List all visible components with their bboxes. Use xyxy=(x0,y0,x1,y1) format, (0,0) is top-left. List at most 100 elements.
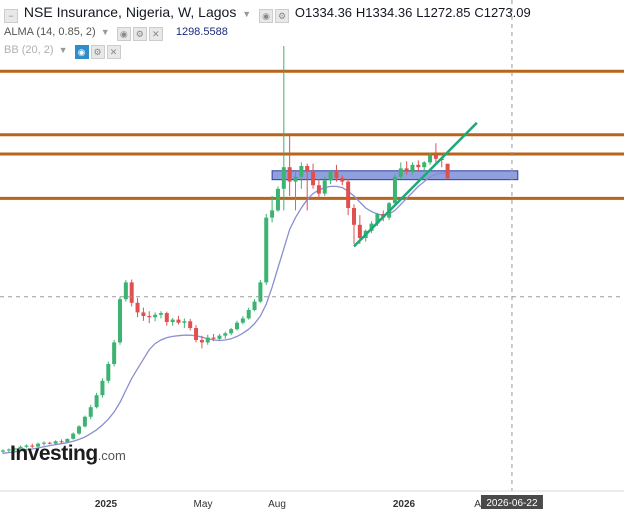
candle-body xyxy=(170,319,175,322)
candle xyxy=(118,296,122,345)
candle xyxy=(275,186,280,212)
time-axis: 2025MayAug2026Apr2026-06-22 xyxy=(0,490,624,510)
trendline xyxy=(353,121,478,248)
candle xyxy=(12,447,17,451)
settings-icon[interactable]: ⚙ xyxy=(275,9,290,23)
alma-line xyxy=(2,171,448,454)
chevron-down-icon[interactable]: ▼ xyxy=(58,45,68,55)
close-icon[interactable]: ✕ xyxy=(106,45,121,59)
ohlc-close: C1273.09 xyxy=(474,5,531,20)
candle-body xyxy=(246,310,251,319)
candle xyxy=(123,280,128,302)
candle xyxy=(352,204,356,244)
candle-body xyxy=(188,321,193,328)
x-tick-label: 2025 xyxy=(95,499,118,510)
x-tick-label: 2026 xyxy=(393,499,416,510)
candle-body xyxy=(147,316,152,318)
candle-body xyxy=(24,445,29,447)
alma-label: ALMA (14, 0.85, 2) xyxy=(4,26,96,38)
eye-icon[interactable]: ◉ xyxy=(259,9,274,23)
candle-body xyxy=(392,176,397,204)
candle-body xyxy=(47,442,52,444)
candle-body xyxy=(36,443,41,447)
candle xyxy=(252,299,257,312)
candle-body xyxy=(65,438,70,442)
candle xyxy=(334,164,339,182)
candle xyxy=(199,335,204,349)
candle-body xyxy=(258,282,263,302)
candle xyxy=(205,334,210,345)
candle xyxy=(53,440,58,445)
candle-body xyxy=(281,167,286,189)
candle-body xyxy=(223,333,228,336)
candle-body xyxy=(422,162,427,168)
candle-body xyxy=(182,321,187,323)
candles xyxy=(1,46,450,454)
logo-suffix: .com xyxy=(97,448,126,463)
alma-value: 1298.5588 xyxy=(175,26,228,38)
bb-label: BB (20, 2) xyxy=(4,44,54,56)
eye-icon[interactable]: ◉ xyxy=(74,45,89,59)
candle xyxy=(235,320,239,331)
candle xyxy=(404,161,409,175)
candle-body xyxy=(41,442,46,444)
candle-body xyxy=(217,335,222,339)
candle-body xyxy=(311,172,316,186)
candle-body xyxy=(287,167,292,182)
candle xyxy=(194,325,199,343)
candle-body xyxy=(375,214,380,224)
candle-body xyxy=(30,445,35,447)
candle-body xyxy=(445,163,450,179)
settings-icon[interactable]: ⚙ xyxy=(90,45,105,59)
candle-body xyxy=(118,299,122,343)
candle-body xyxy=(340,178,345,182)
candle xyxy=(410,162,415,175)
x-tick-label: May xyxy=(194,499,213,510)
ohlc-high: H1334.36 xyxy=(355,5,413,20)
candle xyxy=(77,425,82,435)
crosshair xyxy=(0,0,624,491)
candle xyxy=(112,340,117,367)
legend-alma-row: ALMA (14, 0.85, 2) ▼ ◉ ⚙ ✕ 1298.5588 xyxy=(4,26,228,41)
eye-icon[interactable]: ◉ xyxy=(116,27,131,41)
candle xyxy=(1,449,5,454)
chevron-down-icon[interactable]: ▼ xyxy=(242,9,252,19)
candle-body xyxy=(123,282,128,300)
candle xyxy=(270,196,275,223)
candle xyxy=(316,179,321,199)
symbol-title: NSE Insurance, Nigeria, W, Lagos xyxy=(23,4,237,20)
close-icon[interactable]: ✕ xyxy=(148,27,163,41)
candle-body xyxy=(264,217,269,283)
candle xyxy=(36,442,41,448)
candle xyxy=(71,432,76,440)
candle xyxy=(428,152,433,165)
candle xyxy=(246,307,251,320)
candle-body xyxy=(270,210,275,218)
candle-body xyxy=(135,302,140,313)
candle-body xyxy=(293,176,298,182)
crosshair-date-badge xyxy=(480,495,543,509)
candle-body xyxy=(158,313,163,315)
chevron-down-icon[interactable]: ▼ xyxy=(100,27,110,37)
settings-icon[interactable]: ⚙ xyxy=(132,27,147,41)
candle xyxy=(59,439,64,444)
candle xyxy=(328,170,333,184)
candle-body xyxy=(275,188,280,211)
candle xyxy=(264,214,269,285)
candle xyxy=(287,133,292,196)
candle xyxy=(281,46,286,211)
candle-body xyxy=(199,340,204,343)
investing-logo: Investing.com xyxy=(10,442,126,466)
collapse-icon[interactable]: − xyxy=(4,9,18,23)
candle xyxy=(182,318,187,328)
candle xyxy=(65,438,70,443)
legend-title-row: − NSE Insurance, Nigeria, W, Lagos ▼ ◉ ⚙ … xyxy=(4,4,531,23)
candle xyxy=(147,311,152,324)
candle-body xyxy=(100,380,105,396)
candle xyxy=(24,444,29,449)
candle-body xyxy=(82,416,87,427)
candle xyxy=(258,280,263,303)
candle-body xyxy=(141,312,146,316)
candle xyxy=(340,175,345,186)
